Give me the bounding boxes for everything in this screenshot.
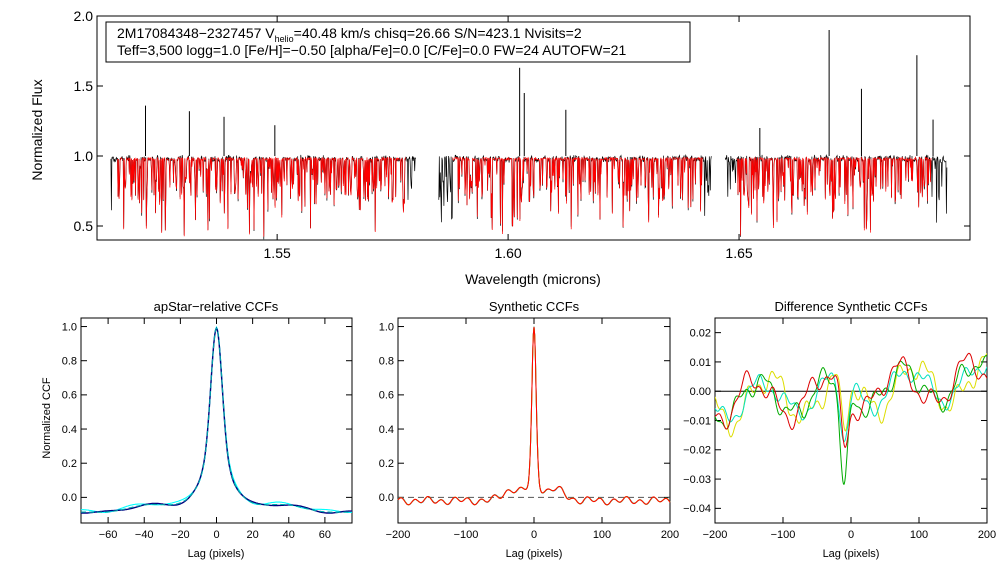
spectrum-panel: Wavelength (microns) Normalized Flux 1.5… bbox=[29, 8, 971, 287]
apstar-series-2 bbox=[81, 326, 352, 514]
apstar-ytick-label: 0.2 bbox=[62, 458, 77, 470]
spectrum-frame bbox=[96, 15, 971, 241]
synthetic-xlabel: Lag (pixels) bbox=[506, 548, 563, 560]
difference-ytick-label: −0.04 bbox=[683, 503, 711, 515]
apstar-xtick-label: 20 bbox=[247, 529, 259, 541]
difference-frame bbox=[714, 317, 988, 524]
apstar-xtick-label: 0 bbox=[213, 529, 219, 541]
apstar-frame bbox=[80, 317, 353, 524]
apstar-xtick-label: −40 bbox=[135, 529, 154, 541]
synthetic-xtick-label: −200 bbox=[386, 529, 411, 541]
difference-xtick-label: −200 bbox=[703, 529, 728, 541]
apstar-ytick-label: 1.0 bbox=[62, 321, 77, 333]
synthetic-series-1 bbox=[397, 326, 671, 506]
difference-ytick-label: 0.02 bbox=[690, 327, 711, 339]
spectrum-xlabel: Wavelength (microns) bbox=[465, 271, 601, 287]
synthetic-series-3 bbox=[397, 326, 671, 506]
synthetic-title: Synthetic CCFs bbox=[489, 299, 580, 314]
apstar-xtick-label: −60 bbox=[99, 529, 118, 541]
difference-ccf-panel: Difference Synthetic CCFs Lag (pixels) −… bbox=[683, 299, 996, 560]
apstar-xtick-label: 40 bbox=[283, 529, 295, 541]
spectrum-ylabel: Normalized Flux bbox=[29, 79, 45, 180]
spectrum-model-chip-1 bbox=[116, 156, 407, 237]
spectrum-model-chip-3 bbox=[736, 156, 932, 236]
difference-xlabel: Lag (pixels) bbox=[823, 548, 880, 560]
spectrum-xtick-label: 1.65 bbox=[725, 245, 752, 261]
synthetic-series-2 bbox=[397, 326, 671, 506]
synthetic-ytick-label: 0.2 bbox=[379, 458, 394, 470]
spectrum-ytick-label: 2.0 bbox=[74, 8, 94, 24]
synthetic-ytick-label: 1.0 bbox=[379, 321, 394, 333]
synthetic-xtick-label: 200 bbox=[661, 529, 679, 541]
synthetic-ytick-label: 0.0 bbox=[379, 492, 394, 504]
header-box bbox=[105, 21, 691, 63]
header-line2: Teff=3,500 logg=1.0 [Fe/H]=−0.50 [alpha/… bbox=[117, 42, 626, 58]
synthetic-frame bbox=[397, 317, 671, 524]
apstar-ylabel: Normalized CCF bbox=[41, 377, 53, 459]
difference-ytick-label: −0.03 bbox=[683, 474, 711, 486]
apstar-ytick-label: 0.8 bbox=[62, 356, 77, 368]
spectrum-header: 2M17084348−2327457 Vhelio=40.48 km/s chi… bbox=[105, 21, 691, 63]
synthetic-ccf-panel: Synthetic CCFs Lag (pixels) −200 −100 0 100… bbox=[379, 299, 679, 560]
synthetic-ytick-label: 0.6 bbox=[379, 390, 394, 402]
apstar-series-1 bbox=[81, 325, 352, 513]
difference-series-4 bbox=[715, 352, 987, 448]
spectrum-ytick-label: 1.5 bbox=[74, 78, 94, 94]
synthetic-series-4 bbox=[397, 326, 671, 506]
spectrum-ytick-label: 0.5 bbox=[74, 218, 94, 234]
apstar-xlabel: Lag (pixels) bbox=[188, 548, 245, 560]
spectrum-model-chip-2 bbox=[452, 156, 703, 235]
difference-series-3 bbox=[715, 355, 987, 485]
synthetic-xtick-label: 100 bbox=[593, 529, 611, 541]
difference-series-1 bbox=[715, 353, 987, 438]
apstar-xtick-label: −20 bbox=[171, 529, 190, 541]
difference-xtick-label: 200 bbox=[978, 529, 996, 541]
apstar-ytick-label: 0.6 bbox=[62, 390, 77, 402]
synthetic-ytick-label: 0.4 bbox=[379, 424, 394, 436]
difference-ytick-label: 0.00 bbox=[690, 386, 711, 398]
difference-xtick-label: −100 bbox=[771, 529, 796, 541]
synthetic-xtick-label: 0 bbox=[531, 529, 537, 541]
difference-xtick-label: 0 bbox=[848, 529, 854, 541]
apstar-series-3 bbox=[81, 327, 352, 513]
apstar-ytick-label: 0.0 bbox=[62, 492, 77, 504]
difference-ytick-label: 0.01 bbox=[690, 357, 711, 369]
spectrum-observed-chip-3 bbox=[724, 154, 948, 237]
apstar-ccf-panel: apStar−relative CCFs Lag (pixels) Normal… bbox=[41, 299, 353, 560]
synthetic-ytick-label: 0.8 bbox=[379, 356, 394, 368]
spectrum-xtick-label: 1.55 bbox=[264, 245, 291, 261]
apstar-ytick-label: 0.4 bbox=[62, 424, 77, 436]
apstar-title: apStar−relative CCFs bbox=[154, 299, 279, 314]
difference-ytick-label: −0.02 bbox=[683, 445, 711, 457]
header-line1: 2M17084348−2327457 Vhelio=40.48 km/s chi… bbox=[117, 25, 582, 44]
difference-title: Difference Synthetic CCFs bbox=[775, 299, 928, 314]
synthetic-xtick-label: −100 bbox=[454, 529, 479, 541]
difference-ytick-label: −0.01 bbox=[683, 415, 711, 427]
apstar-xtick-label: 60 bbox=[319, 529, 331, 541]
spectrum-xtick-label: 1.60 bbox=[494, 245, 521, 261]
spectrum-ytick-label: 1.0 bbox=[74, 148, 94, 164]
difference-xtick-label: 100 bbox=[910, 529, 928, 541]
